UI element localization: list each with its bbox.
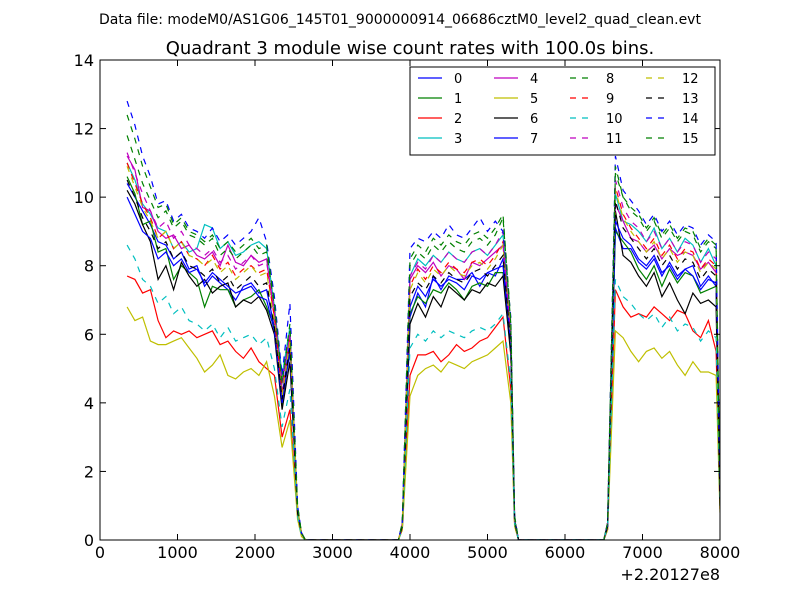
legend-box (409, 66, 716, 156)
x-tick-label: 6000 (545, 543, 586, 562)
series-line-14 (126, 100, 720, 540)
legend-label-3: 3 (454, 132, 462, 147)
legend-label-0: 0 (454, 72, 462, 87)
series-line-0 (126, 183, 720, 540)
y-tick-label: 10 (74, 188, 94, 207)
series-line-12 (126, 166, 720, 540)
y-tick-label: 2 (84, 462, 94, 481)
plot-series (126, 100, 720, 540)
legend-label-4: 4 (530, 72, 538, 87)
y-tick-label: 0 (84, 531, 94, 550)
legend-label-9: 9 (606, 92, 614, 107)
y-tick-label: 14 (74, 51, 94, 70)
x-tick-label: 0 (95, 543, 105, 562)
legend-label-2: 2 (454, 112, 462, 127)
series-line-4 (126, 155, 720, 540)
axis-ticks: 0 1000 2000 3000 4000 5000 6000 7000 80000246810… (74, 51, 741, 562)
legend-label-1: 1 (454, 92, 462, 107)
x-tick-label: 2000 (235, 543, 276, 562)
series-line-10 (126, 244, 720, 540)
x-tick-label: 5000 (467, 543, 508, 562)
series-line-11 (126, 152, 720, 540)
series-line-1 (126, 176, 720, 540)
series-line-2 (126, 275, 720, 540)
legend-label-12: 12 (682, 72, 699, 87)
x-offset-label: +2.20127e8 (620, 565, 720, 584)
figure-suptitle: Data file: modeM0/AS1G06_145T01_90000009… (99, 12, 701, 28)
legend-label-13: 13 (682, 92, 699, 107)
series-line-6 (126, 190, 720, 540)
legend-label-14: 14 (682, 112, 699, 127)
legend-label-8: 8 (606, 72, 614, 87)
chart-title: Quadrant 3 module wise count rates with … (166, 38, 655, 59)
series-line-3 (126, 162, 720, 540)
legend-label-10: 10 (606, 112, 623, 127)
y-tick-label: 12 (74, 120, 94, 139)
legend-label-11: 11 (606, 132, 623, 147)
y-tick-label: 6 (84, 325, 94, 344)
x-tick-label: 7000 (622, 543, 663, 562)
x-tick-label: 4000 (390, 543, 431, 562)
legend-label-7: 7 (530, 132, 538, 147)
x-tick-label: 8000 (700, 543, 741, 562)
y-tick-label: 4 (84, 394, 94, 413)
legend-label-6: 6 (530, 112, 538, 127)
x-tick-label: 1000 (157, 543, 198, 562)
series-line-7 (126, 196, 720, 540)
y-tick-label: 8 (84, 257, 94, 276)
legend-label-5: 5 (530, 92, 538, 107)
series-line-5 (126, 306, 720, 540)
x-tick-label: 3000 (312, 543, 353, 562)
legend-label-15: 15 (682, 132, 699, 147)
series-line-8 (126, 135, 720, 540)
